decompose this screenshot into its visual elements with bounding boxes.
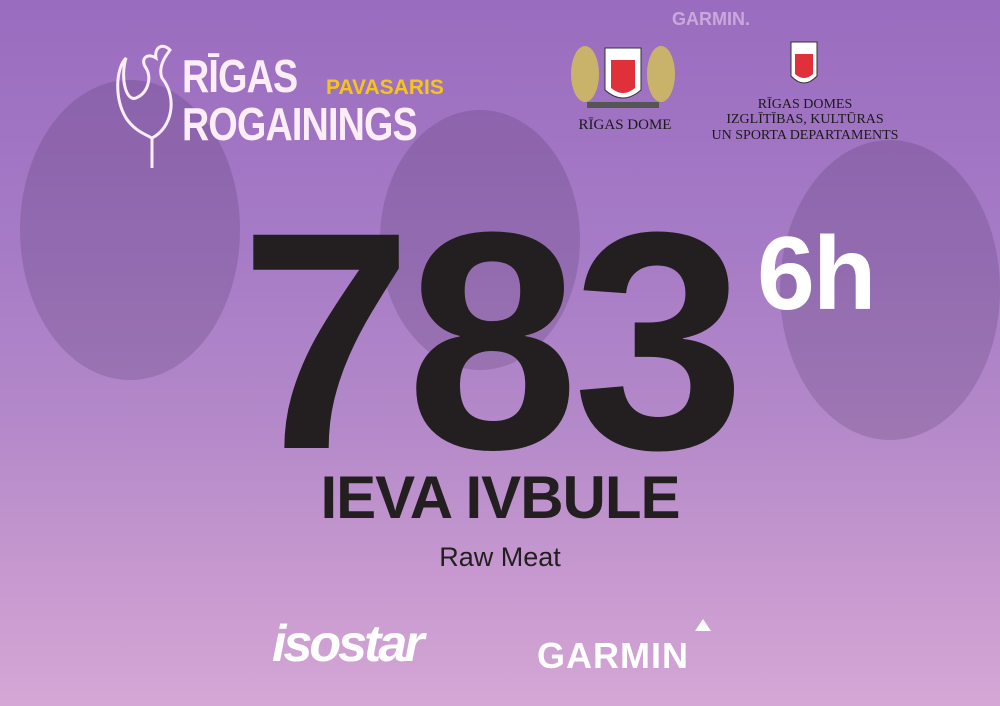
- race-number: 783: [240, 167, 745, 514]
- department-line-3: UN SPORTA DEPARTAMENTS: [711, 127, 899, 143]
- rooster-icon: [116, 44, 173, 168]
- race-duration: 6h: [757, 216, 876, 332]
- event-logo-rigas: RĪGAS: [182, 50, 298, 102]
- garmin-logo: GARMIN: [537, 635, 689, 676]
- background-photo-shape: [20, 80, 240, 380]
- runner-name: IEVA IVBULE: [320, 464, 680, 531]
- event-logo-pavasaris: PAVASARIS: [326, 76, 444, 99]
- background-garmin-text: GARMIN.: [672, 9, 750, 29]
- background-photo-shape: [780, 140, 1000, 440]
- event-logo-rogainings: ROGAININGS: [182, 98, 418, 150]
- department-line-2: IZGLĪTĪBAS, KULTŪRAS: [726, 112, 884, 128]
- riga-coat-of-arms-icon: [571, 46, 675, 108]
- team-name: Raw Meat: [439, 542, 561, 572]
- rigas-dome-label: RĪGAS DOME: [578, 117, 672, 133]
- isostar-logo: isostar: [272, 615, 425, 673]
- department-label: RĪGAS DOMES IZGLĪTĪBAS, KULTŪRAS UN SPOR…: [700, 97, 910, 143]
- garmin-triangle-icon: [695, 619, 711, 631]
- background-photo-shape: [380, 110, 580, 370]
- department-line-1: RĪGAS DOMES: [757, 97, 853, 112]
- department-coat-of-arms-icon: [790, 41, 818, 84]
